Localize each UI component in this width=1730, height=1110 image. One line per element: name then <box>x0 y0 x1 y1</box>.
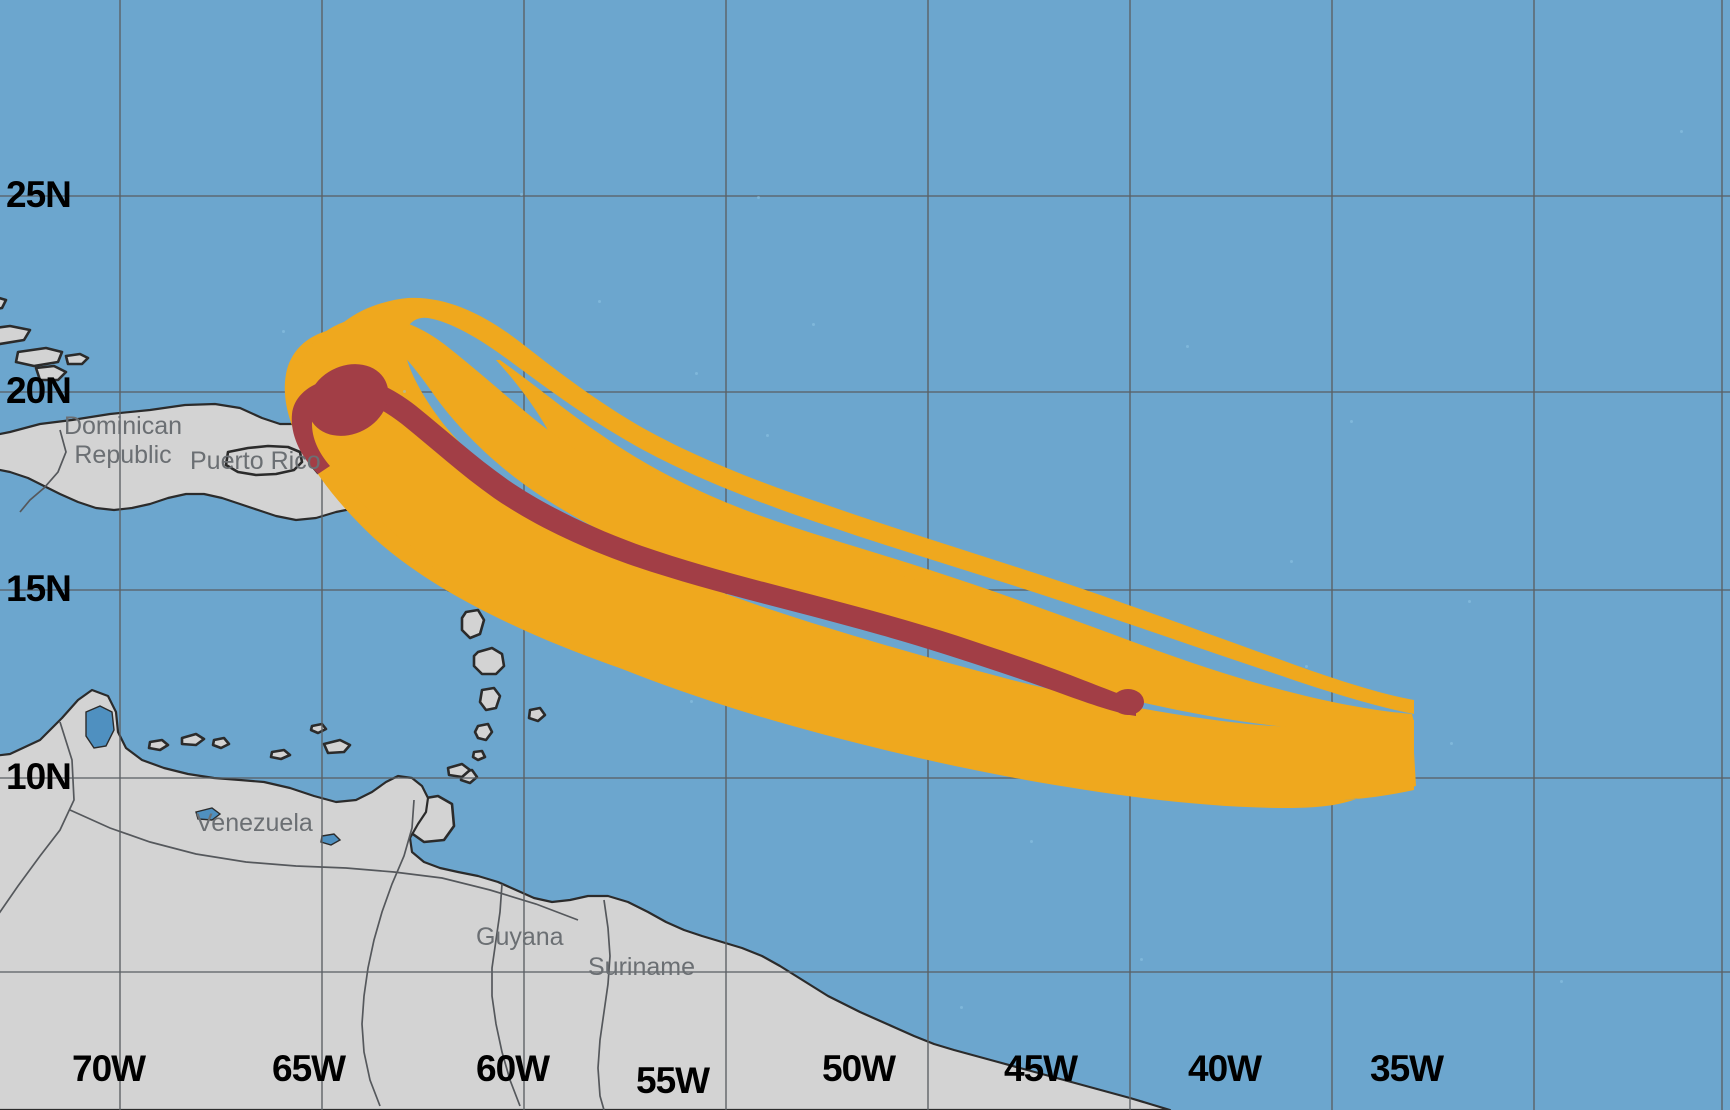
dominica-island <box>460 608 486 640</box>
lon-label-55W: 55W <box>636 1060 710 1101</box>
lon-label-40W: 40W <box>1188 1048 1262 1089</box>
puerto-rico-land <box>224 444 304 477</box>
ocean-speck <box>1140 958 1143 961</box>
track-origin-cap <box>307 364 389 436</box>
guyana-suriname-border <box>491 883 521 1107</box>
barbados-island <box>527 706 547 723</box>
dominican-republic-haiti-border <box>19 429 67 513</box>
ocean-speck <box>812 323 815 326</box>
st-lucia-island <box>478 686 502 712</box>
label-puerto-rico: Puerto Rico <box>190 447 321 475</box>
south-america-land <box>0 688 1172 1110</box>
ocean-speck <box>757 196 760 199</box>
uncertainty-cone <box>299 297 1416 804</box>
lon-label-65W: 65W <box>272 1048 346 1089</box>
ocean-speck <box>403 390 406 393</box>
forecast-cone-group <box>284 297 1416 808</box>
margarita-island <box>322 738 352 755</box>
ocean-speck <box>1560 980 1563 983</box>
curacao-island <box>180 732 206 747</box>
venezuela-brazil-border <box>69 809 579 921</box>
ocean-speck <box>960 1006 963 1009</box>
aruba-island <box>147 738 170 752</box>
coastal-inlet-2 <box>320 833 342 846</box>
ocean-speck <box>1680 130 1683 133</box>
lon-label-70W: 70W <box>72 1048 146 1089</box>
ocean-speck <box>1030 840 1033 843</box>
venezuela-colombia-border <box>0 721 75 914</box>
ocean-speck <box>1305 665 1308 668</box>
label-dominican-republic-line2: Republic <box>74 440 172 469</box>
lon-label-45W: 45W <box>1004 1048 1078 1089</box>
ocean-speck <box>766 434 769 437</box>
tobago-island <box>446 762 472 779</box>
ocean-speck <box>520 193 523 196</box>
label-dominican-republic-line1: Dominican <box>63 412 183 440</box>
ocean-speck <box>1468 600 1471 603</box>
ocean-speck <box>695 372 698 375</box>
turks-caicos-island <box>64 352 90 366</box>
lon-label-60W: 60W <box>476 1048 550 1089</box>
uncertainty-cone-body <box>300 316 1414 808</box>
label-dominican-republic: Dominican Republic <box>48 412 198 470</box>
lat-label-20N: 20N <box>6 370 72 411</box>
coastal-inlet-1 <box>195 807 222 821</box>
ocean-speck <box>598 300 601 303</box>
lake-maracaibo <box>85 705 115 749</box>
label-venezuela: Venezuela <box>196 809 313 837</box>
ocean-speck <box>1290 560 1293 563</box>
forecast-track-line <box>291 377 1136 716</box>
grenadines-island <box>471 749 487 762</box>
venezuela-guyana-border <box>361 799 415 1107</box>
ocean-speck <box>282 330 285 333</box>
bahamas-island-3 <box>34 364 68 382</box>
ocean-speck <box>1186 345 1189 348</box>
ocean-speck <box>1450 742 1453 745</box>
lon-label-50W: 50W <box>822 1048 896 1089</box>
label-guyana: Guyana <box>476 923 564 951</box>
bonaire-island <box>211 736 231 750</box>
bahamas-island-4 <box>0 296 8 310</box>
martinique-island <box>472 646 506 676</box>
st-vincent-island <box>473 722 494 742</box>
ocean-speck <box>1350 420 1353 423</box>
label-suriname: Suriname <box>588 953 695 981</box>
ocean-speck <box>690 700 693 703</box>
track-end-cap <box>1112 689 1144 715</box>
bahamas-island-2 <box>14 346 64 368</box>
lon-label-35W: 35W <box>1370 1048 1444 1089</box>
la-tortuga-island <box>269 748 292 761</box>
lat-label-10N: 10N <box>6 756 72 797</box>
lat-label-15N: 15N <box>6 568 72 609</box>
bahamas-island-1 <box>0 324 32 346</box>
suriname-french-guiana-border <box>597 899 611 1110</box>
lat-label-25N: 25N <box>6 174 72 215</box>
